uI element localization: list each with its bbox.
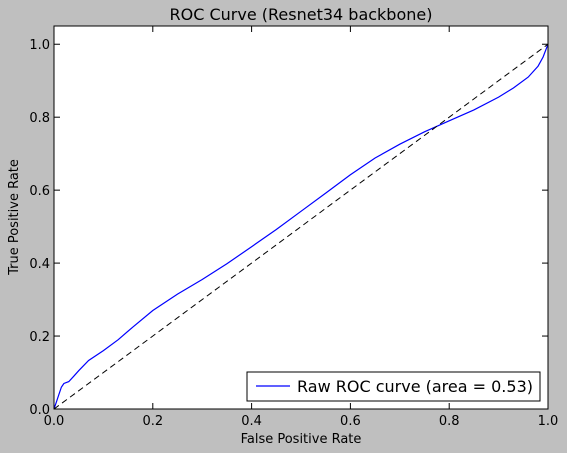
x-tick-label: 0.0 — [44, 414, 65, 429]
y-tick-label: 0.8 — [29, 111, 50, 126]
legend-label: Raw ROC curve (area = 0.53) — [297, 377, 533, 396]
x-tick-label: 0.2 — [142, 414, 163, 429]
chart-title: ROC Curve (Resnet34 backbone) — [170, 5, 433, 24]
y-axis-label: True Positive Rate — [7, 159, 22, 276]
x-tick-label: 0.6 — [340, 414, 361, 429]
x-tick-label: 0.8 — [439, 414, 460, 429]
y-tick-label: 0.4 — [29, 257, 50, 272]
legend-box — [246, 371, 541, 402]
y-tick-label: 0.6 — [29, 184, 50, 199]
y-tick-label: 0.0 — [29, 403, 50, 418]
y-tick-label: 0.2 — [29, 330, 50, 345]
chance-diagonal-line — [53, 43, 549, 410]
plot-frame — [53, 25, 549, 410]
x-tick-label: 1.0 — [538, 414, 559, 429]
x-tick-label: 0.4 — [241, 414, 262, 429]
x-axis-label: False Positive Rate — [241, 432, 362, 447]
y-tick-label: 1.0 — [29, 38, 50, 53]
roc-curve-line — [53, 43, 549, 410]
plot-area — [54, 26, 548, 409]
legend: Raw ROC curve (area = 0.53) — [246, 371, 541, 402]
